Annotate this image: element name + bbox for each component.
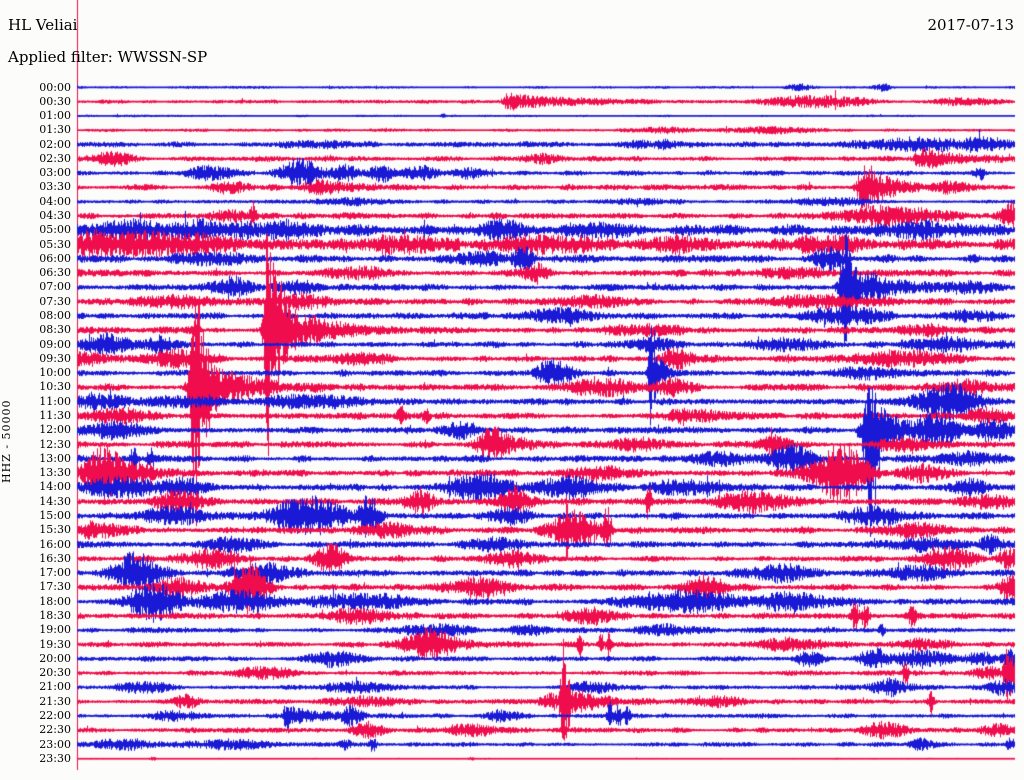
time-label: 21:00 <box>39 680 71 694</box>
time-label: 06:00 <box>39 251 71 265</box>
time-label: 20:30 <box>39 666 71 680</box>
time-label: 11:00 <box>39 394 71 408</box>
time-label: 09:30 <box>39 351 71 365</box>
time-label: 19:00 <box>39 623 71 637</box>
time-label: 00:30 <box>39 94 71 108</box>
time-label: 18:00 <box>39 594 71 608</box>
time-label: 00:00 <box>39 80 71 94</box>
time-label: 02:30 <box>39 151 71 165</box>
time-label: 16:00 <box>39 537 71 551</box>
time-label: 12:00 <box>39 423 71 437</box>
time-label: 12:30 <box>39 437 71 451</box>
time-label: 17:00 <box>39 566 71 580</box>
date-label: 2017-07-13 <box>927 16 1014 34</box>
time-label: 13:00 <box>39 451 71 465</box>
time-label: 05:30 <box>39 237 71 251</box>
time-label: 18:30 <box>39 609 71 623</box>
time-label: 22:00 <box>39 709 71 723</box>
time-label: 14:30 <box>39 494 71 508</box>
time-label: 10:30 <box>39 380 71 394</box>
time-label: 16:30 <box>39 551 71 565</box>
time-label: 08:00 <box>39 309 71 323</box>
time-label: 03:00 <box>39 166 71 180</box>
time-label: 04:30 <box>39 209 71 223</box>
time-label: 01:30 <box>39 123 71 137</box>
time-label: 03:30 <box>39 180 71 194</box>
time-label: 07:30 <box>39 294 71 308</box>
time-label: 15:00 <box>39 509 71 523</box>
station-title: HL Veliai <box>8 16 78 34</box>
time-label: 07:00 <box>39 280 71 294</box>
time-label: 04:00 <box>39 194 71 208</box>
time-label: 14:00 <box>39 480 71 494</box>
time-label: 22:30 <box>39 723 71 737</box>
time-label: 15:30 <box>39 523 71 537</box>
time-label: 19:30 <box>39 637 71 651</box>
time-label: 09:00 <box>39 337 71 351</box>
time-label: 05:00 <box>39 223 71 237</box>
time-label: 17:30 <box>39 580 71 594</box>
time-label: 08:30 <box>39 323 71 337</box>
time-label: 23:00 <box>39 737 71 751</box>
time-label: 02:00 <box>39 137 71 151</box>
time-label: 01:00 <box>39 109 71 123</box>
time-label: 13:30 <box>39 466 71 480</box>
time-label: 23:30 <box>39 751 71 765</box>
time-label: 21:30 <box>39 694 71 708</box>
time-label: 20:00 <box>39 651 71 665</box>
time-label: 11:30 <box>39 409 71 423</box>
time-label: 06:30 <box>39 266 71 280</box>
time-label: 10:00 <box>39 366 71 380</box>
filter-label: Applied filter: WWSSN-SP <box>8 48 208 66</box>
